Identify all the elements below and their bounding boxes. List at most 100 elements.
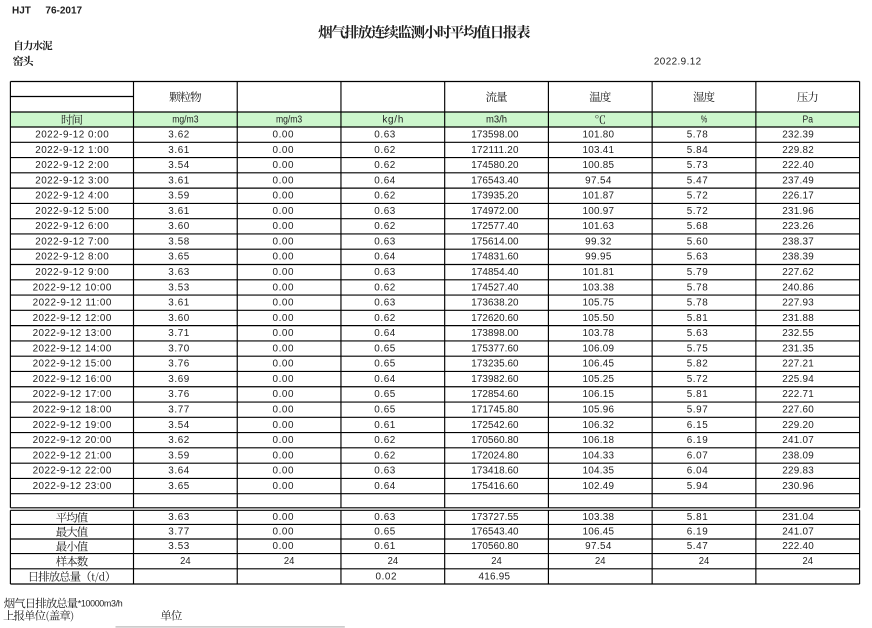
svg-text:0.00: 0.00 — [273, 252, 295, 263]
svg-text:3.59: 3.59 — [168, 450, 190, 461]
svg-text:0.62: 0.62 — [374, 450, 395, 461]
svg-text:103.78: 103.78 — [583, 328, 615, 339]
svg-text:2022-9-12 20:00: 2022-9-12 20:00 — [33, 435, 112, 446]
svg-text:2022-9-12 22:00: 2022-9-12 22:00 — [33, 466, 112, 477]
svg-text:0.00: 0.00 — [273, 527, 295, 538]
svg-text:2022-9-12 4:00: 2022-9-12 4:00 — [35, 191, 109, 202]
svg-text:0.63: 0.63 — [374, 130, 396, 141]
svg-text:76-2017: 76-2017 — [45, 6, 82, 17]
svg-text:2022-9-12 21:00: 2022-9-12 21:00 — [33, 450, 112, 461]
svg-text:2022-9-12 11:00: 2022-9-12 11:00 — [33, 298, 112, 309]
svg-text:3.53: 3.53 — [168, 541, 190, 552]
svg-text:3.59: 3.59 — [168, 191, 190, 202]
svg-text:3.54: 3.54 — [168, 420, 190, 431]
svg-text:5.81: 5.81 — [687, 313, 709, 324]
svg-text:2022-9-12 16:00: 2022-9-12 16:00 — [33, 374, 112, 385]
svg-text:176543.40: 176543.40 — [471, 527, 519, 538]
svg-text:0.00: 0.00 — [273, 191, 295, 202]
svg-text:101.80: 101.80 — [583, 130, 615, 141]
svg-text:24: 24 — [491, 556, 502, 567]
svg-text:104.33: 104.33 — [583, 450, 615, 461]
svg-text:0.63: 0.63 — [374, 206, 396, 217]
svg-text:0.62: 0.62 — [374, 221, 395, 232]
svg-text:0.65: 0.65 — [374, 343, 396, 354]
svg-text:5.72: 5.72 — [687, 191, 708, 202]
svg-text:3.53: 3.53 — [168, 282, 190, 293]
svg-text:0.00: 0.00 — [273, 420, 295, 431]
svg-text:103.38: 103.38 — [583, 282, 615, 293]
svg-text:3.70: 3.70 — [168, 343, 190, 354]
svg-text:0.00: 0.00 — [273, 130, 295, 141]
svg-text:3.63: 3.63 — [168, 267, 190, 278]
svg-text:2022-9-12 18:00: 2022-9-12 18:00 — [33, 405, 112, 416]
svg-text:105.50: 105.50 — [583, 313, 615, 324]
svg-text:103.38: 103.38 — [583, 512, 615, 523]
svg-text:173638.20: 173638.20 — [471, 298, 519, 309]
svg-text:0.64: 0.64 — [374, 481, 396, 492]
svg-text:3.61: 3.61 — [168, 298, 190, 309]
svg-text:5.63: 5.63 — [687, 252, 709, 263]
svg-text:0.00: 0.00 — [273, 282, 295, 293]
svg-text:0.62: 0.62 — [374, 282, 395, 293]
svg-text:222.71: 222.71 — [782, 389, 814, 400]
svg-text:6.04: 6.04 — [687, 466, 709, 477]
svg-text:237.49: 237.49 — [782, 175, 814, 186]
svg-text:2022-9-12 10:00: 2022-9-12 10:00 — [33, 282, 112, 293]
svg-text:0.02: 0.02 — [376, 571, 397, 582]
svg-text:3.60: 3.60 — [168, 221, 190, 232]
svg-text:101.63: 101.63 — [583, 221, 615, 232]
svg-text:0.63: 0.63 — [374, 298, 396, 309]
svg-text:2022-9-12 7:00: 2022-9-12 7:00 — [35, 236, 109, 247]
svg-text:175614.00: 175614.00 — [471, 236, 519, 247]
svg-text:5.75: 5.75 — [687, 343, 709, 354]
svg-text:2022-9-12 14:00: 2022-9-12 14:00 — [33, 343, 112, 354]
svg-text:0.62: 0.62 — [374, 160, 395, 171]
svg-text:174831.60: 174831.60 — [471, 252, 519, 263]
svg-text:171745.80: 171745.80 — [471, 405, 519, 416]
svg-text:227.62: 227.62 — [782, 267, 814, 278]
svg-text:172620.60: 172620.60 — [471, 313, 519, 324]
svg-text:3.76: 3.76 — [168, 389, 190, 400]
svg-text:231.04: 231.04 — [782, 512, 814, 523]
svg-text:5.72: 5.72 — [687, 206, 708, 217]
svg-text:106.45: 106.45 — [583, 527, 615, 538]
svg-text:225.94: 225.94 — [782, 374, 814, 385]
svg-text:170560.80: 170560.80 — [471, 541, 519, 552]
svg-text:0.63: 0.63 — [374, 466, 396, 477]
svg-text:172024.80: 172024.80 — [471, 450, 519, 461]
svg-text:0.65: 0.65 — [374, 389, 396, 400]
svg-text:0.00: 0.00 — [273, 206, 295, 217]
svg-text:172577.40: 172577.40 — [471, 221, 519, 232]
svg-text:0.62: 0.62 — [374, 435, 395, 446]
svg-text:5.78: 5.78 — [687, 298, 709, 309]
svg-text:kg/h: kg/h — [382, 114, 403, 125]
svg-text:5.47: 5.47 — [687, 175, 708, 186]
svg-text:0.00: 0.00 — [273, 359, 295, 370]
svg-text:99.95: 99.95 — [585, 252, 612, 263]
svg-text:2022-9-12 6:00: 2022-9-12 6:00 — [35, 221, 109, 232]
svg-text:227.93: 227.93 — [782, 298, 814, 309]
svg-text:104.35: 104.35 — [583, 466, 615, 477]
svg-text:0.00: 0.00 — [273, 175, 295, 186]
svg-text:0.00: 0.00 — [273, 512, 295, 523]
svg-text:5.60: 5.60 — [687, 236, 709, 247]
svg-text:232.39: 232.39 — [782, 130, 814, 141]
svg-text:227.21: 227.21 — [782, 359, 814, 370]
svg-text:3.58: 3.58 — [168, 236, 190, 247]
svg-text:3.77: 3.77 — [168, 527, 189, 538]
svg-text:0.64: 0.64 — [374, 374, 396, 385]
svg-text:5.72: 5.72 — [687, 374, 708, 385]
svg-text:226.17: 226.17 — [782, 191, 814, 202]
svg-text:106.09: 106.09 — [583, 343, 615, 354]
svg-text:5.97: 5.97 — [687, 405, 708, 416]
svg-text:*10000m3/h: *10000m3/h — [78, 598, 123, 608]
svg-text:105.96: 105.96 — [583, 405, 615, 416]
svg-text:0.64: 0.64 — [374, 328, 396, 339]
svg-text:2022-9-12 17:00: 2022-9-12 17:00 — [33, 389, 112, 400]
svg-text:2022-9-12 3:00: 2022-9-12 3:00 — [35, 175, 109, 186]
svg-text:103.41: 103.41 — [583, 145, 615, 156]
svg-text:416.95: 416.95 — [479, 571, 511, 582]
svg-text:0.62: 0.62 — [374, 313, 395, 324]
svg-text:173727.55: 173727.55 — [471, 512, 519, 523]
svg-text:2022-9-12 19:00: 2022-9-12 19:00 — [33, 420, 112, 431]
